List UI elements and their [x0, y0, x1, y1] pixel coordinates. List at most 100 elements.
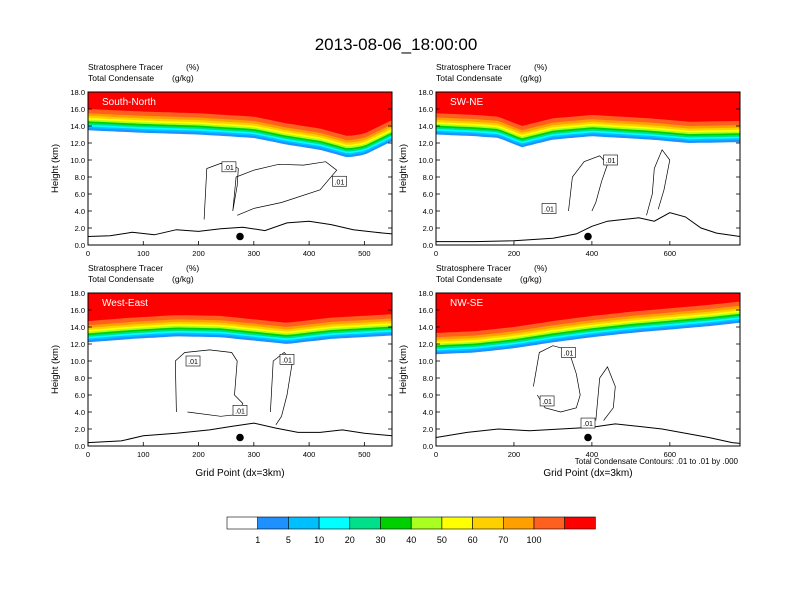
colorbar-swatch	[226, 516, 259, 530]
y-tick-label: 2.0	[423, 224, 433, 233]
x-tick-label: 400	[586, 249, 599, 258]
panel-label: South-North	[102, 97, 156, 108]
x-tick-label: 600	[664, 450, 677, 459]
colorbar-swatch	[502, 516, 535, 530]
y-tick-label: 0.0	[423, 442, 433, 451]
y-tick-label: 8.0	[75, 374, 85, 383]
y-tick-label: 14.0	[418, 323, 433, 332]
x-tick-label: 400	[586, 450, 599, 459]
contour-label-box	[539, 395, 555, 407]
location-marker	[584, 232, 592, 241]
x-tick-label: 200	[508, 450, 521, 459]
y-axis-label: Height (km)	[398, 144, 409, 193]
contour-label: .01	[564, 351, 574, 358]
location-marker	[236, 232, 244, 241]
y-tick-label: 6.0	[423, 391, 433, 400]
colorbar-label: 10	[314, 535, 324, 545]
colorbar-label: 100	[526, 535, 541, 545]
y-tick-label: 14.0	[418, 122, 433, 131]
x-tick-label: 100	[137, 450, 150, 459]
y-tick-label: 10.0	[70, 357, 85, 366]
contour-label-box	[221, 161, 237, 173]
location-marker	[236, 433, 244, 442]
tracer-band-11	[88, 92, 392, 136]
location-marker	[584, 433, 592, 442]
subtitle-unit-1: (%)	[186, 62, 199, 72]
colorbar-swatch	[410, 516, 443, 530]
colorbar-swatch	[349, 516, 381, 530]
colorbar-swatch	[441, 516, 473, 530]
chart-panel-3: .01 .01 .01 West-East Stratosphere Tracer (%)…	[50, 263, 393, 479]
plot-frame	[87, 292, 393, 447]
terrain-line	[436, 423, 740, 444]
subtitle-line-2: Total Condensate	[88, 73, 154, 83]
x-tick-label: 500	[358, 450, 371, 459]
contour-label: .01	[335, 179, 345, 186]
y-tick-label: 14.0	[70, 122, 85, 131]
y-tick-label: 2.0	[75, 425, 85, 434]
x-tick-label: 300	[248, 249, 261, 258]
colorbar-swatch	[564, 516, 596, 530]
y-tick-label: 4.0	[75, 408, 85, 417]
contour-label: .01	[224, 165, 234, 172]
y-tick-label: 10.0	[70, 156, 85, 165]
y-tick-label: 16.0	[418, 306, 433, 315]
terrain-line	[436, 212, 740, 243]
colorbar-label: 30	[375, 535, 385, 545]
subtitle-unit-1: (%)	[534, 263, 547, 273]
condensate-contour	[174, 349, 244, 417]
contour-label-box	[279, 353, 295, 365]
y-tick-label: 12.0	[70, 340, 85, 349]
y-tick-label: 18.0	[70, 289, 85, 298]
y-tick-label: 16.0	[70, 306, 85, 315]
tracer-band-11	[88, 293, 392, 323]
y-tick-label: 0.0	[75, 241, 85, 250]
contour-footnote: Total Condensate Contours: .01 to .01 by…	[575, 457, 739, 466]
chart-panel-2: .01 .01 SW-NE Stratosphere Tracer (%) Total C…	[398, 62, 741, 258]
colorbar-label: 70	[498, 535, 508, 545]
y-axis-label: Height (km)	[398, 345, 409, 394]
contour-label-box	[185, 355, 201, 367]
plot-area	[88, 92, 392, 245]
x-tick-label: 400	[303, 450, 316, 459]
y-tick-label: 0.0	[75, 442, 85, 451]
subtitle-unit-2: (g/kg)	[520, 73, 542, 83]
y-tick-label: 6.0	[75, 190, 85, 199]
terrain-line	[88, 220, 392, 237]
subtitle-line-2: Total Condensate	[436, 73, 502, 83]
plot-frame	[435, 292, 741, 447]
x-axis-label: Grid Point (dx=3km)	[195, 468, 284, 479]
subtitle-unit-1: (%)	[186, 263, 199, 273]
subtitle-unit-2: (g/kg)	[172, 274, 194, 284]
y-tick-label: 4.0	[423, 408, 433, 417]
colorbar-label: 50	[437, 535, 447, 545]
subtitle-line-1: Stratosphere Tracer	[436, 62, 511, 72]
y-tick-label: 10.0	[418, 357, 433, 366]
contour-label-box	[232, 404, 248, 416]
x-tick-label: 300	[248, 450, 261, 459]
colorbar-swatch	[380, 516, 412, 530]
chart-panel-1: .01 .01 South-North Stratosphere Tracer (%) T…	[50, 62, 393, 258]
x-tick-label: 0	[434, 450, 438, 459]
colorbar-label: 40	[406, 535, 416, 545]
y-tick-label: 12.0	[418, 139, 433, 148]
figure-title: 2013-08-06_18:00:00	[315, 35, 478, 54]
y-tick-label: 4.0	[75, 207, 85, 216]
y-tick-label: 8.0	[75, 173, 85, 182]
panel-label: SW-NE	[450, 97, 483, 108]
y-axis-label: Height (km)	[50, 345, 61, 394]
contour-label: .01	[188, 359, 198, 366]
y-tick-label: 2.0	[75, 224, 85, 233]
x-tick-label: 200	[192, 450, 205, 459]
plot-area	[88, 293, 392, 446]
contour-label: .01	[606, 158, 616, 165]
contour-label-box	[580, 417, 596, 429]
contour-label: .01	[583, 421, 593, 428]
panel-label: NW-SE	[450, 298, 483, 309]
subtitle-line-1: Stratosphere Tracer	[436, 263, 511, 273]
contour-label: .01	[544, 206, 554, 213]
contour-label: .01	[542, 399, 552, 406]
colorbar-swatch	[257, 516, 289, 530]
y-tick-label: 12.0	[418, 340, 433, 349]
